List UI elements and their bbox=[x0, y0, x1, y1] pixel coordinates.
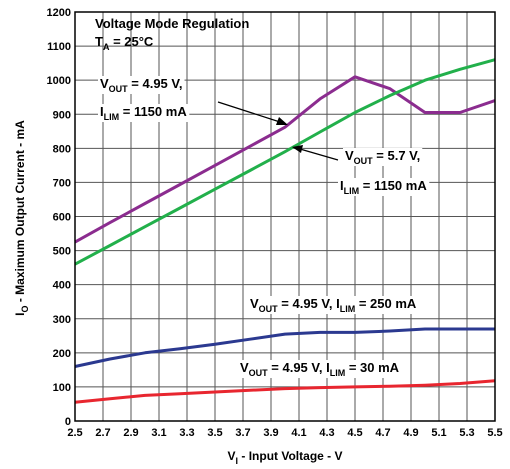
y-tick-label: 1100 bbox=[47, 41, 71, 53]
text-run: = 1150 mA bbox=[119, 104, 187, 119]
text-run: V bbox=[228, 449, 236, 463]
subscript: OUT bbox=[109, 84, 129, 94]
annotation: ILIM = 1150 mA bbox=[340, 178, 427, 196]
y-tick-label: 100 bbox=[53, 382, 71, 394]
text-run: = 4.95 V, I bbox=[278, 296, 340, 311]
annotation-bg bbox=[343, 148, 423, 166]
subscript: I bbox=[236, 456, 239, 466]
text-run: = 5.7 V, bbox=[373, 148, 421, 163]
annotation: ILIM = 1150 mA bbox=[100, 104, 187, 122]
subscript: LIM bbox=[104, 112, 120, 122]
arrow-head bbox=[276, 117, 288, 125]
y-axis-label: IO - Maximum Output Current - mA bbox=[13, 120, 30, 316]
arrow bbox=[217, 101, 281, 123]
subscript: LIM bbox=[344, 186, 360, 196]
subscript: LIM bbox=[340, 304, 356, 314]
labels: 0 100 200 300 400 500 600 700 800 900 1000 1100 1200… bbox=[13, 7, 503, 466]
x-tick-label: 2.7 bbox=[95, 427, 110, 439]
y-tick-label: 900 bbox=[53, 109, 71, 121]
annotation: VOUT = 4.95 V, ILIM = 250 mA bbox=[250, 296, 417, 314]
annotation: TA = 25°C bbox=[95, 34, 154, 52]
x-axis-label: VI - Input Voltage - V bbox=[228, 449, 343, 466]
y-tick-label: 500 bbox=[53, 246, 71, 258]
arrow bbox=[299, 148, 339, 161]
x-tick-label: 3.1 bbox=[151, 427, 166, 439]
annotation-bg bbox=[248, 296, 419, 314]
annotation: VOUT = 5.7 V, bbox=[345, 148, 420, 166]
text-run: = 4.95 V, bbox=[128, 76, 183, 91]
text-run: V bbox=[100, 76, 109, 91]
text-run: - Maximum Output Current - mA bbox=[13, 120, 27, 306]
y-tick-label: 200 bbox=[53, 348, 71, 360]
series-line bbox=[74, 327, 495, 368]
annotation: VOUT = 4.95 V, ILIM = 30 mA bbox=[240, 360, 400, 378]
x-tick-label: 4.3 bbox=[319, 427, 334, 439]
x-tick-label: 5.3 bbox=[459, 427, 474, 439]
x-tick-label: 5.5 bbox=[487, 427, 502, 439]
text-run: = 1150 mA bbox=[359, 178, 427, 193]
annotation-bg bbox=[98, 76, 185, 94]
subscript: OUT bbox=[249, 368, 269, 378]
x-tick-label: 4.5 bbox=[347, 427, 362, 439]
x-tick-label: 3.3 bbox=[179, 427, 194, 439]
text-run: = 30 mA bbox=[345, 360, 399, 375]
text-run: I bbox=[340, 178, 344, 193]
annotation-bg bbox=[338, 178, 430, 196]
annotation-bg bbox=[98, 104, 190, 122]
x-tick-label: 3.7 bbox=[235, 427, 250, 439]
text-run: I bbox=[100, 104, 104, 119]
y-tick-label: 1000 bbox=[47, 75, 71, 87]
annotation: Voltage Mode Regulation bbox=[95, 16, 249, 31]
series-line bbox=[74, 58, 496, 266]
arrow-head bbox=[292, 145, 303, 153]
arrows bbox=[217, 101, 339, 161]
text-run: V bbox=[250, 296, 259, 311]
text-run: = 25°C bbox=[109, 34, 153, 49]
annotation-bg bbox=[238, 360, 402, 378]
x-tick-label: 4.7 bbox=[375, 427, 390, 439]
x-tick-label: 4.9 bbox=[403, 427, 418, 439]
y-tick-label: 300 bbox=[53, 314, 71, 326]
x-tick-label: 3.5 bbox=[207, 427, 222, 439]
y-tick-label: 400 bbox=[53, 280, 71, 292]
subscript: OUT bbox=[354, 156, 374, 166]
text-run: = 250 mA bbox=[355, 296, 417, 311]
y-tick-label: 0 bbox=[65, 416, 71, 428]
text-run: - Input Voltage - V bbox=[238, 449, 342, 463]
lines bbox=[74, 58, 496, 404]
annotation: VOUT = 4.95 V, bbox=[100, 76, 183, 94]
subscript: O bbox=[20, 305, 30, 312]
subscript: LIM bbox=[330, 368, 346, 378]
y-tick-label: 1200 bbox=[47, 7, 71, 19]
y-tick-label: 800 bbox=[53, 143, 71, 155]
text-run: V bbox=[345, 148, 354, 163]
x-tick-label: 3.9 bbox=[263, 427, 278, 439]
x-tick-label: 2.9 bbox=[123, 427, 138, 439]
plot-frame bbox=[74, 11, 496, 422]
series-line bbox=[74, 379, 496, 404]
text-run: T bbox=[95, 34, 103, 49]
x-tick-label: 2.5 bbox=[67, 427, 82, 439]
x-tick-label: 5.1 bbox=[431, 427, 446, 439]
subscript: OUT bbox=[259, 304, 279, 314]
x-tick-label: 4.1 bbox=[291, 427, 306, 439]
text-run: I bbox=[13, 313, 27, 316]
text-run: Voltage Mode Regulation bbox=[95, 16, 249, 31]
text-run: = 4.95 V, I bbox=[268, 360, 330, 375]
series-line bbox=[74, 75, 496, 244]
text-run: V bbox=[240, 360, 249, 375]
y-tick-label: 600 bbox=[53, 212, 71, 224]
subscript: A bbox=[103, 42, 110, 52]
y-tick-label: 700 bbox=[53, 177, 71, 189]
